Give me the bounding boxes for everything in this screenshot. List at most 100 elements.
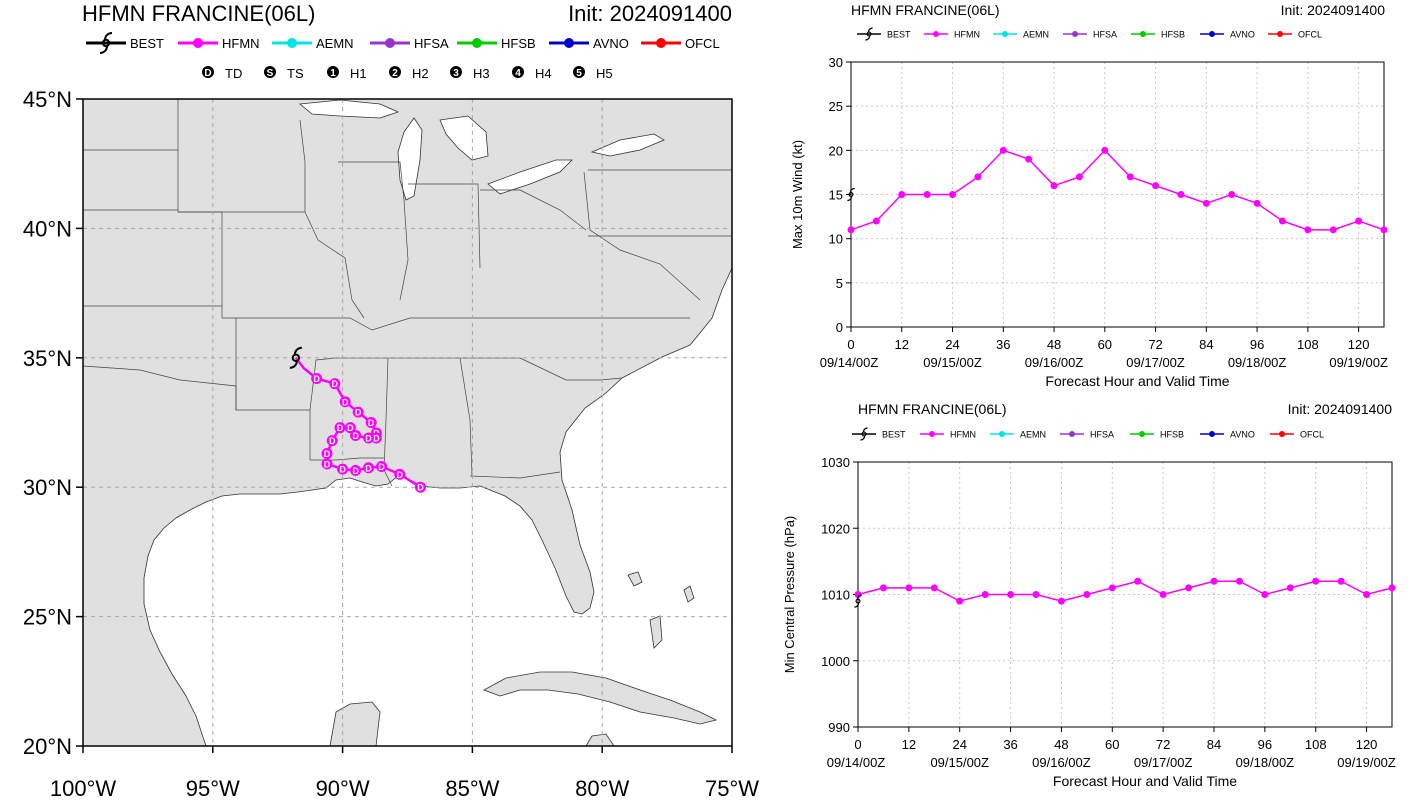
map-latitude-labels: 45°N 40°N 35°N 30°N 25°N 20°N [23,87,83,759]
track-point-symbol: D [396,470,403,480]
series-line [850,149,1385,231]
x-axis-label: Forecast Hour and Valid Time [1045,373,1229,389]
intensity-label: H2 [412,66,429,81]
data-point [1312,577,1320,585]
data-point [1050,182,1058,190]
map-longitude-labels: 100°W 95°W 90°W 85°W 80°W 75°W [50,746,759,800]
track-point-symbol: D [337,423,344,433]
x-tick-label: 36 [1003,737,1017,752]
data-point [1278,217,1286,225]
legend-item-aemn: AEMN [993,30,1049,40]
x-tick-label: 108 [1305,737,1327,752]
track-point-symbol: D [313,374,320,384]
legend-item-best: BEST [852,427,906,441]
track-point: D [339,396,351,408]
legend-dot-icon [1072,31,1078,37]
panel-gridlines [851,62,1384,327]
legend-label: HFSA [414,36,449,51]
intensity-item-ts: S TS [264,66,304,81]
legend-dot-icon [1277,31,1283,37]
legend-label: HFMN [950,430,976,440]
intensity-item-h5: 5 H5 [573,66,613,81]
intensity-label: H4 [535,66,552,81]
track-point: D [394,468,406,480]
y-tick-label: 990 [828,720,850,735]
x-tick-label: 12 [902,737,916,752]
x-tick-label: 96 [1258,737,1272,752]
data-point [1159,591,1167,598]
data-point [1304,226,1312,234]
x-tick-label: 96 [1250,337,1264,352]
series-hfmn [847,146,1388,234]
map-panel: HFMN FRANCINE(06L) Init: 2024091400 BEST… [23,1,759,800]
intensity-symbol-icon [327,66,339,78]
track-point-symbol: D [324,459,331,469]
legend-dot-icon [1069,431,1075,437]
lake-erie [487,159,573,195]
hurricane-symbol-icon [865,27,873,41]
track-point: D [344,422,356,434]
track-point: D [376,460,388,472]
wind-panel: HFMN FRANCINE(06L) Init: 2024091400 BEST HF… [790,2,1388,389]
data-point [1228,191,1236,198]
x-date-label: 09/17/00Z [1126,355,1185,370]
lat-label: 40°N [23,216,72,241]
pressure-panel: HFMN FRANCINE(06L) Init: 2024091400 BEST HF… [782,401,1396,789]
landmass-yucatan [329,701,381,746]
track-point: D [329,378,341,390]
data-point [974,173,982,181]
x-tick-label: 60 [1105,737,1119,752]
track-point-marker [350,464,362,476]
data-point [854,591,862,598]
track-point-symbol: D [373,434,380,444]
legend-dot-icon [1279,431,1285,437]
x-date-label: 09/15/00Z [923,355,982,370]
y-axis-label: Min Central Pressure (hPa) [782,516,797,674]
map-init-label: Init: 2024091400 [568,1,732,26]
legend-dot-icon [1209,431,1215,437]
data-point [1363,591,1371,598]
data-point [1032,591,1040,598]
map-legend-item-ofcl: OFCL [641,36,720,51]
legend-label: AEMN [316,36,354,51]
x-tick-label: 36 [996,337,1010,352]
y-tick-label: 1030 [821,455,850,470]
track-point-marker [337,463,349,475]
intensity-legend: D TD S TS 1 H1 2 H2 3 H3 4 H4 5 H5 [202,66,613,81]
legend-label: BEST [887,30,911,40]
data-point [1355,217,1363,225]
track-point-marker [370,432,382,444]
intensity-item-h4: 4 H4 [512,66,552,81]
data-point [1202,199,1210,207]
lat-label: 25°N [23,605,72,630]
intensity-symbol-icon [512,66,524,78]
lake-superior [299,99,400,119]
lake-michigan [397,117,423,201]
map-legend-item-hfsb: HFSB [457,36,536,51]
y-tick-label: 1010 [821,588,850,603]
data-point [1261,591,1269,598]
hurricane-symbol-icon [860,427,868,441]
x-tick-label: 0 [847,337,854,352]
data-point [999,146,1007,154]
intensity-symbol: D [204,68,211,79]
data-point [1235,577,1243,585]
track-point-symbol: D [324,449,331,459]
data-point [1253,199,1261,207]
x-tick-label: 0 [854,737,861,752]
panel-title: HFMN FRANCINE(06L) [858,401,1007,417]
intensity-symbol: 2 [392,68,398,79]
map-frame [82,98,733,747]
data-point [872,217,880,225]
y-tick-label: 30 [829,55,843,70]
intensity-label: H1 [350,66,367,81]
legend-dot-icon [1140,31,1146,37]
lake-ontario [590,133,665,157]
data-point [1177,191,1185,198]
legend-item-avno: AVNO [1200,30,1255,40]
data-point [956,597,964,605]
data-point [1388,584,1396,592]
lat-label: 35°N [23,346,72,371]
y-tick-label: 10 [829,232,843,247]
